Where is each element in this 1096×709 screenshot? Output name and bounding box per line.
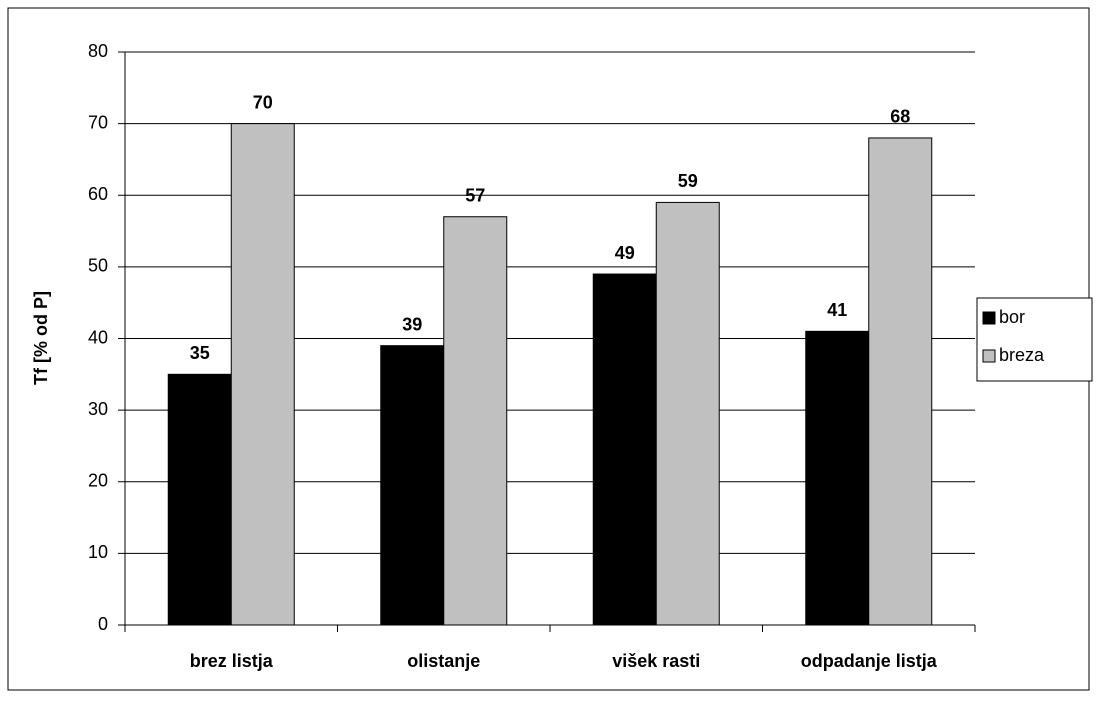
- legend-label: breza: [999, 345, 1045, 365]
- value-label: 35: [190, 343, 210, 363]
- x-tick-label: brez listja: [190, 651, 274, 671]
- bar: [805, 330, 870, 626]
- y-tick-label: 40: [88, 327, 108, 347]
- bar: [443, 216, 508, 626]
- value-label: 41: [827, 300, 847, 320]
- bar: [230, 123, 295, 626]
- bar: [655, 201, 720, 626]
- value-label: 70: [253, 92, 273, 112]
- y-tick-label: 70: [88, 112, 108, 132]
- y-axis-label: Tf [% od P]: [31, 291, 51, 385]
- legend-box: [976, 297, 1093, 382]
- y-tick-label: 20: [88, 471, 108, 491]
- x-tick-label: odpadanje listja: [801, 651, 938, 671]
- value-label: 49: [615, 243, 635, 263]
- legend-swatch: [982, 349, 996, 363]
- y-tick-label: 80: [88, 41, 108, 61]
- y-tick-label: 60: [88, 184, 108, 204]
- legend-label: bor: [999, 307, 1025, 327]
- bar: [592, 273, 657, 626]
- x-tick-label: olistanje: [407, 651, 480, 671]
- y-tick-label: 30: [88, 399, 108, 419]
- value-label: 39: [402, 314, 422, 334]
- x-tick-label: višek rasti: [612, 651, 700, 671]
- bar: [380, 345, 445, 626]
- y-tick-label: 0: [98, 614, 108, 634]
- bar: [167, 373, 232, 626]
- y-tick-label: 50: [88, 256, 108, 276]
- legend-swatch: [982, 311, 996, 325]
- bar: [868, 137, 933, 626]
- value-label: 59: [678, 171, 698, 191]
- value-label: 68: [890, 107, 910, 127]
- y-tick-label: 10: [88, 542, 108, 562]
- value-label: 57: [465, 185, 485, 205]
